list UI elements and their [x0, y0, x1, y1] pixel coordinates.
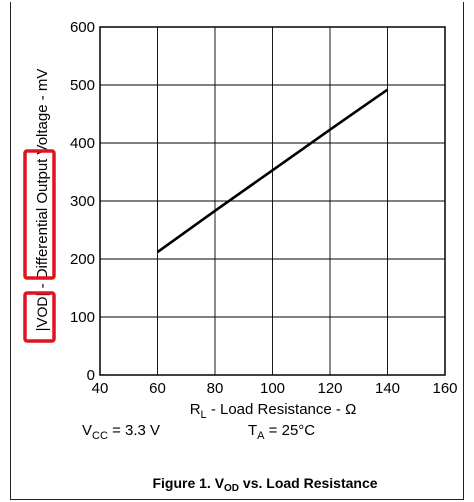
y-tick-label: 500	[70, 77, 95, 94]
x-tick-label: 160	[432, 380, 457, 397]
y-axis-label-pre: |V	[34, 318, 51, 332]
x-axis-label: RL - Load Resistance - Ω	[190, 401, 357, 421]
condition-vcc: VCC = 3.3 V	[82, 422, 160, 442]
x-tick-label: 80	[207, 380, 224, 397]
y-axis-label-sub: OD	[34, 297, 50, 318]
figure-caption: Figure 1. VOD vs. Load Resistance	[152, 475, 377, 494]
x-axis-label-sub: L	[201, 409, 207, 421]
highlight-box-vod	[23, 291, 56, 343]
vcc-rest: = 3.3 V	[108, 422, 160, 439]
figure-frame	[10, 2, 464, 500]
condition-ta: TA = 25°C	[248, 422, 315, 442]
caption-sub: OD	[224, 483, 239, 494]
vcc-main: V	[82, 422, 92, 439]
series-line-0	[156, 88, 389, 254]
y-axis-label-post: | - Differential Output Voltage - mV	[34, 69, 51, 297]
x-axis-label-main: R	[190, 401, 201, 418]
ta-main: T	[248, 422, 257, 439]
x-tick-label: 120	[317, 380, 342, 397]
y-tick-label: 300	[70, 193, 95, 210]
y-axis-label: |VOD| - Differential Output Voltage - mV	[34, 69, 51, 332]
x-tick-labels: 40 60 80 100 120 140 160	[92, 380, 458, 397]
x-tick-label: 40	[92, 380, 109, 397]
x-tick-label: 60	[149, 380, 166, 397]
y-tick-labels: 0 100 200 300 400 500 600	[70, 19, 95, 384]
x-tick-label: 140	[375, 380, 400, 397]
ta-rest: = 25°C	[265, 422, 316, 439]
y-tick-label: 100	[70, 309, 95, 326]
ta-sub: A	[257, 430, 265, 442]
y-tick-label: 0	[87, 367, 95, 384]
caption-post: vs. Load Resistance	[239, 475, 378, 491]
highlight-box-differential-output	[23, 149, 56, 280]
grid-lines	[99, 26, 446, 376]
plot-border	[99, 26, 446, 376]
y-tick-label: 200	[70, 251, 95, 268]
vcc-sub: CC	[92, 430, 108, 442]
y-tick-label: 600	[70, 19, 95, 36]
x-tick-label: 100	[260, 380, 285, 397]
series-group	[156, 88, 389, 254]
x-axis-label-rest: - Load Resistance - Ω	[207, 401, 357, 418]
caption-pre: Figure 1. V	[152, 475, 224, 491]
y-tick-label: 400	[70, 135, 95, 152]
